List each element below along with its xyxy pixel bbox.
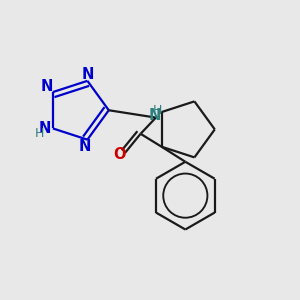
Text: H: H — [35, 127, 44, 140]
Text: H: H — [153, 104, 162, 117]
Text: N: N — [81, 67, 94, 82]
Text: N: N — [40, 79, 52, 94]
Text: O: O — [113, 147, 125, 162]
Text: N: N — [149, 108, 161, 123]
Text: N: N — [78, 139, 91, 154]
Text: N: N — [38, 121, 51, 136]
